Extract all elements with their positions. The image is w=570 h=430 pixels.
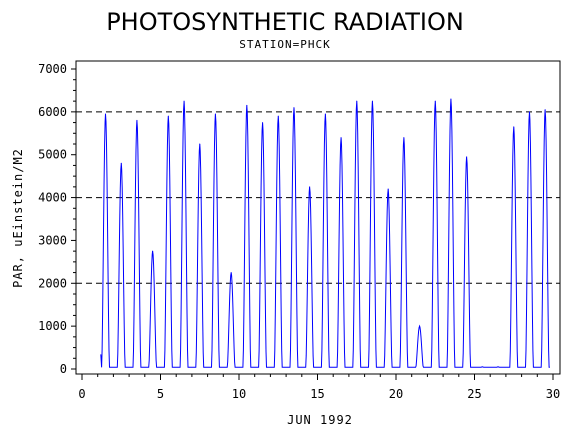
x-tick-label: 15: [310, 387, 324, 401]
chart-subtitle: STATION=PHCK: [239, 38, 330, 51]
daily-peak-point: [481, 366, 483, 368]
daily-peak-point: [419, 325, 421, 327]
y-axis-label: PAR, uEinstein/M2: [11, 148, 25, 288]
y-tick-label: 7000: [38, 62, 67, 76]
daily-peak-point: [544, 109, 546, 111]
daily-peak-point: [120, 162, 122, 164]
chart-title: PHOTOSYNTHETIC RADIATION: [106, 8, 464, 36]
daily-peak-point: [497, 366, 499, 368]
x-tick-label: 30: [546, 387, 560, 401]
y-tick-label: 6000: [38, 105, 67, 119]
y-tick-label: 2000: [38, 276, 67, 290]
reference-lines: [76, 111, 560, 284]
daily-peak-point: [152, 250, 154, 252]
daily-peak-point: [293, 107, 295, 109]
y-tick-label: 4000: [38, 191, 67, 205]
plot-frame: [75, 60, 561, 375]
daily-peak-point: [434, 100, 436, 102]
daily-peak-point: [214, 113, 216, 115]
daily-peak-point: [262, 122, 264, 124]
daily-peak-point: [450, 98, 452, 100]
x-axis-ticks: 0 5 10 15 20 25 30: [78, 374, 560, 401]
x-tick-label: 20: [389, 387, 403, 401]
daily-peak-point: [167, 115, 169, 117]
daily-peak-point: [183, 100, 185, 102]
daily-peak-point: [403, 137, 405, 139]
daily-peak-point: [309, 186, 311, 188]
daily-peak-point: [199, 143, 201, 145]
daily-peak-point: [513, 126, 515, 128]
x-tick-label: 0: [78, 387, 85, 401]
daily-peak-point: [340, 137, 342, 139]
daily-peak-point: [230, 272, 232, 274]
x-tick-label: 10: [232, 387, 246, 401]
y-tick-label: 3000: [38, 233, 67, 247]
daily-peak-point: [356, 100, 358, 102]
daily-peak-point: [136, 119, 138, 121]
daily-peak-point: [246, 104, 248, 106]
daily-peak-points: [105, 98, 546, 368]
x-axis-label: JUN 1992: [287, 413, 353, 427]
daily-peak-point: [105, 113, 107, 115]
y-tick-label: 1000: [38, 319, 67, 333]
x-tick-label: 5: [157, 387, 164, 401]
y-axis-ticks: 0 1000 2000 3000 4000 5000 6000 7000: [38, 62, 76, 376]
par-series-line: [100, 98, 550, 368]
y-tick-label: 5000: [38, 148, 67, 162]
daily-peak-point: [324, 113, 326, 115]
daily-peak-point: [371, 100, 373, 102]
daily-peak-point: [387, 188, 389, 190]
daily-peak-point: [528, 111, 530, 113]
daily-peak-point: [466, 156, 468, 158]
x-tick-label: 25: [467, 387, 481, 401]
daily-peak-point: [277, 115, 279, 117]
y-tick-label: 0: [60, 362, 67, 376]
